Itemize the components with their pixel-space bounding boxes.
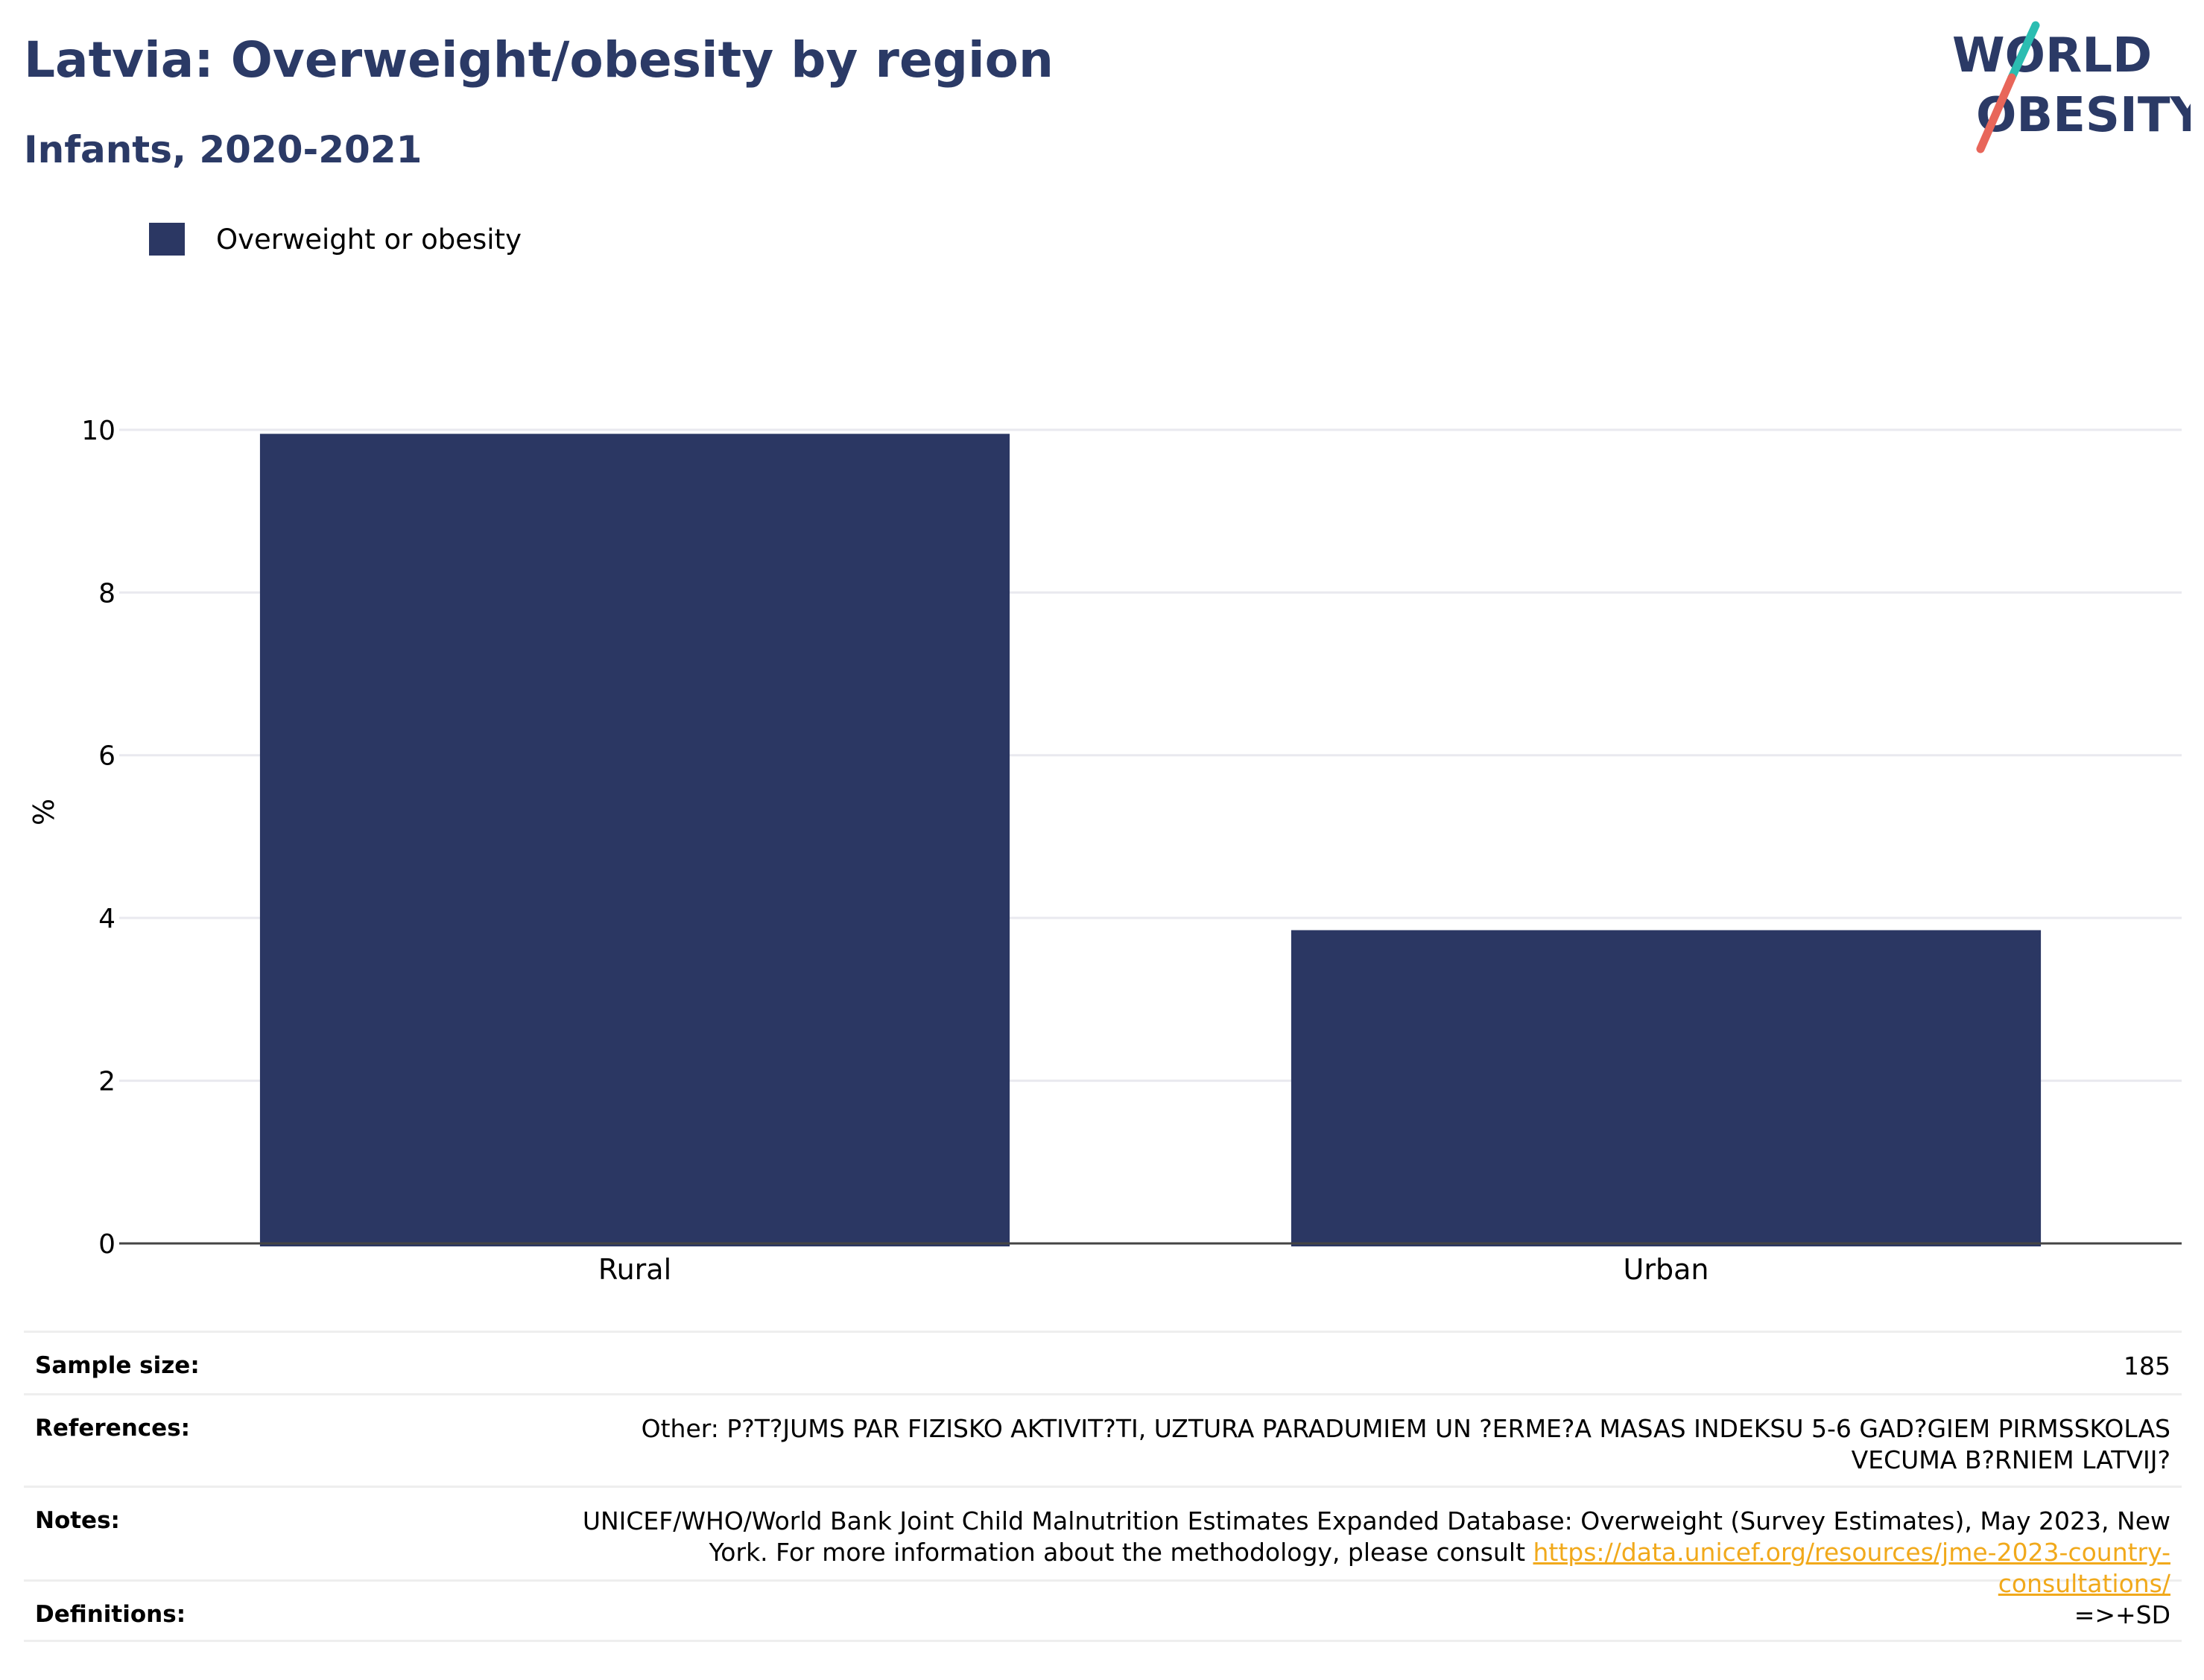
footer-row: Notes: UNICEF/WHO/World Bank Joint Child …: [24, 1486, 2182, 1598]
bar-rural[interactable]: [259, 434, 1010, 1246]
logo-word-obesity: OBESITY: [1976, 88, 2191, 143]
y-tick-label: 2: [98, 1067, 115, 1097]
methodology-link[interactable]: https://data.unicef.org/resources/jme-20…: [1533, 1538, 2171, 1598]
footer-row-label: References:: [35, 1415, 191, 1442]
footer-row-value: 185: [2124, 1351, 2170, 1381]
footer-row-label: Definitions:: [35, 1601, 186, 1628]
footer-row-label: Sample size:: [35, 1352, 200, 1379]
world-obesity-logo: WORLD OBESITY: [1952, 21, 2191, 153]
chart-subtitle: Infants, 2020-2021: [24, 128, 422, 171]
legend-label: Overweight or obesity: [216, 224, 522, 256]
bar-chart: 0 2 4 6 8 10 Rural Urban %: [28, 416, 2182, 1286]
footer-row: Definitions: =>+SD: [24, 1579, 2182, 1642]
x-tick-label: Rural: [598, 1253, 671, 1286]
chart-title: Latvia: Overweight/obesity by region: [24, 31, 1054, 89]
footer-row-value: =>+SD: [2074, 1600, 2170, 1629]
x-tick-label: Urban: [1624, 1253, 1709, 1286]
logo-slash-coral: [1976, 73, 2016, 153]
footer-notes-text: UNICEF/WHO/World Bank Joint Child Malnut…: [582, 1506, 2170, 1567]
y-axis-label: %: [28, 799, 60, 825]
y-tick-label: 4: [98, 904, 115, 934]
footer-row-value: Other: P?T?JUMS PAR FIZISKO AKTIVIT?TI, …: [641, 1414, 2170, 1474]
footer-row: Sample size: 185: [24, 1331, 2182, 1393]
logo-word-world: WORLD: [1952, 28, 2152, 83]
legend-swatch: [149, 223, 185, 256]
logo-slash-teal: [2007, 21, 2040, 82]
y-tick-label: 10: [81, 416, 115, 446]
bar-urban[interactable]: [1291, 930, 2042, 1246]
footer-row-label: Notes:: [35, 1507, 120, 1534]
footer-row: References: Other: P?T?JUMS PAR FIZISKO A…: [24, 1393, 2182, 1486]
y-tick-label: 0: [98, 1229, 115, 1260]
y-tick-label: 8: [98, 578, 115, 609]
y-tick-label: 6: [98, 741, 115, 772]
chart-footer-table: Sample size: 185 References: Other: P?T?JUM…: [24, 1331, 2182, 1642]
footer-row-value: UNICEF/WHO/World Bank Joint Child Malnut…: [546, 1488, 2182, 1600]
